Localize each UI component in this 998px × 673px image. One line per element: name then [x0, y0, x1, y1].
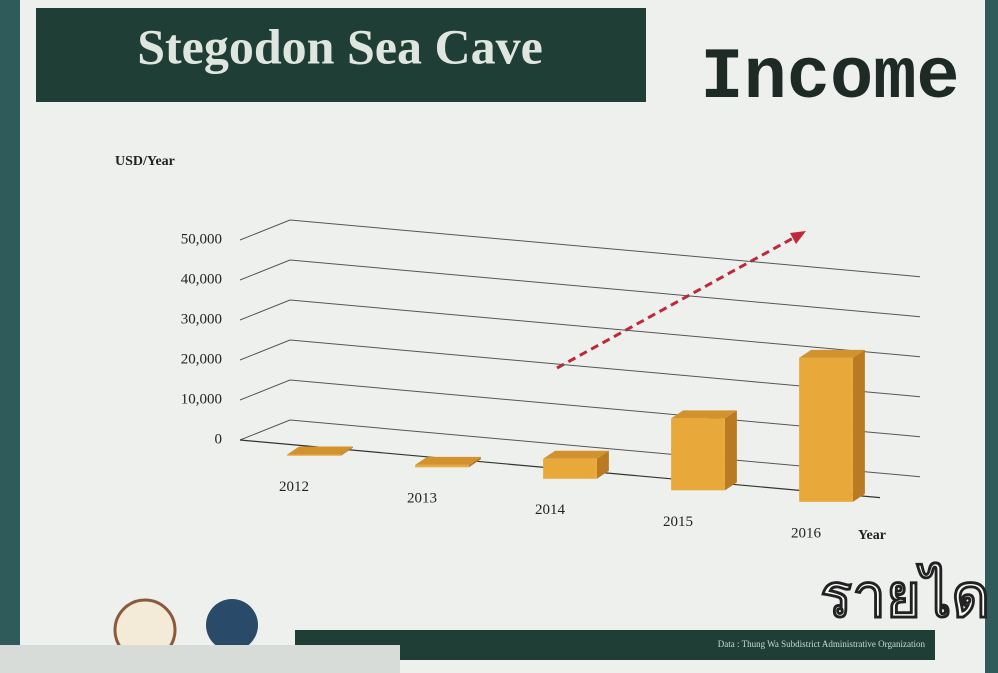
- bar-side: [853, 350, 865, 502]
- x-tick-label: 2016: [791, 525, 822, 541]
- x-tick-label: 2013: [407, 491, 437, 507]
- bar: [287, 455, 341, 456]
- y-tick-label: 40,000: [181, 271, 222, 287]
- foreground-paper: [0, 645, 400, 673]
- page: {"chart_data": {"type": "bar3d", "title"…: [0, 0, 998, 673]
- source-note: Data : Thung Wa Subdistrict Administrati…: [718, 639, 926, 649]
- logo: [206, 599, 258, 651]
- x-tick-label: 2012: [279, 479, 309, 495]
- chart-title: Stegodon Sea Cave: [137, 18, 543, 74]
- y-tick-label: 50,000: [181, 231, 222, 247]
- bar: [543, 459, 597, 479]
- bar: [415, 465, 469, 467]
- x-tick-label: 2014: [535, 502, 566, 518]
- y-tick-label: 10,000: [181, 391, 222, 407]
- y-tick-label: 20,000: [181, 351, 222, 367]
- overlay-text: รายได: [820, 561, 990, 632]
- x-tick-label: 2015: [663, 514, 693, 530]
- y-axis-title: USD/Year: [115, 154, 175, 169]
- x-axis-title: Year: [858, 528, 886, 543]
- y-tick-label: 30,000: [181, 311, 222, 327]
- chart: Stegodon Sea Cave Income USD/Year Year D…: [0, 0, 998, 673]
- y-tick-label: 0: [215, 431, 223, 447]
- bar-side: [725, 410, 737, 490]
- bar: [799, 358, 853, 502]
- chart-subtitle: Income: [700, 37, 959, 119]
- bar: [671, 418, 725, 490]
